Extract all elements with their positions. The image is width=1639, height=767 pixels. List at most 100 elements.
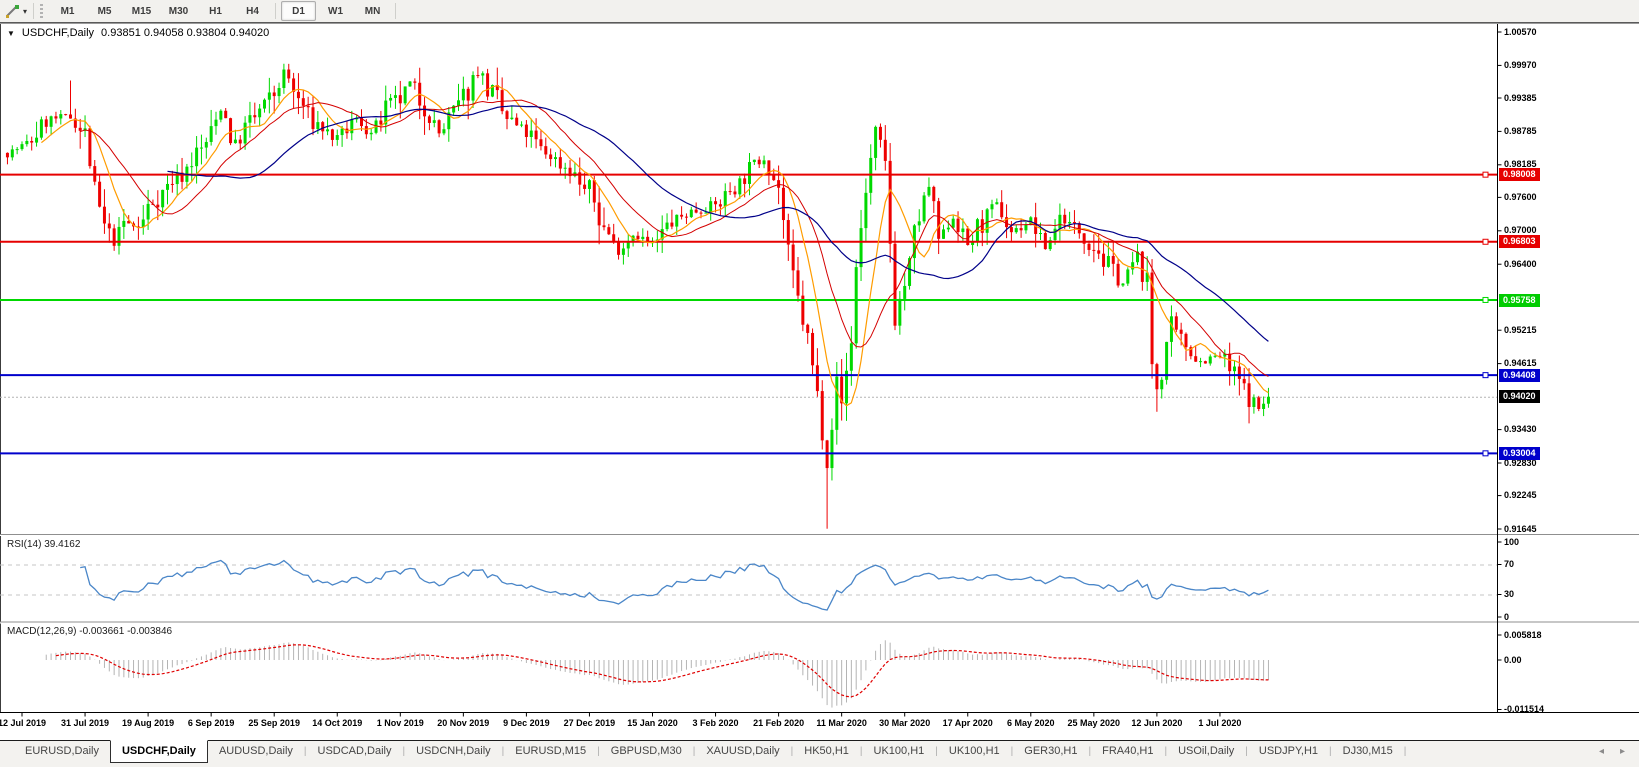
- date-axis-label: 12 Jun 2020: [1131, 718, 1183, 728]
- price-axis-tick: 0.93430: [1504, 424, 1537, 435]
- tab-separator: |: [790, 746, 794, 757]
- tab-separator: |: [1329, 746, 1332, 757]
- date-axis-label: 17 Apr 2020: [942, 718, 993, 728]
- macd-indicator-label: MACD(12,26,9) -0.003661 -0.003846: [7, 626, 173, 637]
- timeframe-button-group: M1 M5 M15 M30 H1 H4 D1 W1 MN: [49, 1, 400, 21]
- chart-tab-USOil-Daily[interactable]: USOil,Daily: [1178, 745, 1235, 757]
- chart-tab-AUDUSD-Daily[interactable]: AUDUSD,Daily: [218, 745, 293, 757]
- toolbar-grip-handle[interactable]: [40, 3, 44, 19]
- date-axis-label: 25 Sep 2019: [248, 718, 300, 728]
- hline-handle: [1482, 296, 1489, 303]
- chart-tab-USDJPY-H1[interactable]: USDJPY,H1: [1258, 745, 1319, 757]
- chart-tab-EURUSD-M15[interactable]: EURUSD,M15: [515, 745, 587, 757]
- chart-tab-FRA40-H1[interactable]: FRA40,H1: [1102, 745, 1154, 757]
- timeframe-button-M5[interactable]: M5: [97, 5, 112, 17]
- price-tag-0.95758: 0.95758: [1499, 293, 1540, 307]
- rsi-axis-tick: 100: [1504, 536, 1520, 547]
- price-axis-tick: 0.97600: [1504, 191, 1537, 202]
- chart-collapse-arrow-icon[interactable]: ▼: [7, 28, 15, 38]
- price-tag-0.94408: 0.94408: [1499, 368, 1540, 382]
- drawing-tools-dropdown-icon[interactable]: ▾: [23, 6, 28, 16]
- hline-handle: [1482, 171, 1489, 178]
- rsi-pane-layer: [0, 559, 1497, 611]
- tab-separator: |: [692, 746, 696, 757]
- rsi-line: [80, 559, 1269, 611]
- chart-plot-area[interactable]: [0, 22, 1639, 740]
- timeframe-button-H4[interactable]: H4: [246, 5, 259, 17]
- date-axis-label: 6 Sep 2019: [187, 718, 235, 728]
- chart-tab-USDCNH-Daily[interactable]: USDCNH,Daily: [416, 745, 491, 757]
- tab-separator: |: [1245, 746, 1248, 757]
- tab-scroll-right-icon[interactable]: ▸: [1619, 746, 1625, 757]
- macd-axis-tick: -0.011514: [1504, 704, 1545, 714]
- tab-scroll-arrows: ◂ ▸: [1599, 741, 1625, 762]
- rsi-axis-tick: 70: [1504, 559, 1515, 569]
- price-axis-tick: 0.94615: [1504, 358, 1537, 369]
- chart-tab-USDCAD-Daily[interactable]: USDCAD,Daily: [317, 745, 392, 757]
- tab-separator: |: [859, 746, 863, 757]
- tab-separator: |: [1010, 746, 1014, 757]
- date-axis-label: 25 May 2020: [1067, 718, 1121, 728]
- chart-tab-HK50-H1[interactable]: HK50,H1: [804, 745, 849, 757]
- rsi-indicator-label: RSI(14) 39.4162: [7, 539, 81, 550]
- toolbar-separator: [33, 3, 35, 19]
- date-axis-label: 21 Feb 2020: [753, 718, 805, 728]
- chart-ohlc-values: 0.93851 0.94058 0.93804 0.94020: [101, 27, 270, 39]
- pencil-icon: [6, 5, 19, 18]
- chart-tab-UK100-H1[interactable]: UK100,H1: [948, 745, 1000, 757]
- hline-handle: [1482, 450, 1489, 457]
- candles-layer: [5, 63, 1270, 529]
- date-axis-label: 30 Mar 2020: [879, 718, 931, 728]
- date-axis-label: 1 Nov 2019: [376, 718, 424, 728]
- chart-tab-DJ30-M15[interactable]: DJ30,M15: [1342, 745, 1393, 757]
- chart-tab-UK100-H1[interactable]: UK100,H1: [873, 745, 925, 757]
- date-axis-label: 6 May 2020: [1007, 718, 1055, 728]
- timeframe-button-D1[interactable]: D1: [281, 1, 317, 21]
- moving-average-line: [41, 84, 1269, 407]
- price-axis-tick: 1.00570: [1504, 26, 1537, 37]
- tab-separator: |: [1088, 746, 1092, 757]
- tab-separator: |: [501, 746, 505, 757]
- date-axis-label: 12 Jul 2019: [0, 718, 47, 728]
- tab-separator: |: [1164, 746, 1168, 757]
- date-axis-label: 3 Feb 2020: [692, 718, 739, 728]
- chart-tab-XAUUSD-Daily[interactable]: XAUUSD,Daily: [706, 745, 780, 757]
- date-axis-label: 11 Mar 2020: [816, 718, 867, 728]
- chart-tab-GBPUSD-M30[interactable]: GBPUSD,M30: [610, 745, 682, 757]
- price-axis-tick: 0.96400: [1504, 258, 1537, 269]
- timeframe-button-M30[interactable]: M30: [168, 5, 189, 17]
- date-axis-label: 15 Jan 2020: [627, 718, 678, 728]
- tab-separator: |: [402, 746, 406, 757]
- date-axis-label: 1 Jul 2020: [1198, 718, 1242, 728]
- main-pane-layer: [0, 63, 1497, 529]
- date-axis-label: 31 Jul 2019: [60, 718, 110, 728]
- price-tag-0.98008: 0.98008: [1499, 168, 1540, 182]
- macd-axis-tick: 0.00: [1504, 654, 1522, 665]
- chart-window: ▼ USDCHF,Daily 0.93851 0.94058 0.93804 0…: [0, 22, 1639, 740]
- drawing-tools-icon[interactable]: [4, 3, 22, 19]
- price-tag-0.96803: 0.96803: [1499, 235, 1540, 249]
- timeframe-button-M1[interactable]: M1: [60, 5, 75, 17]
- chart-tab-EURUSD-Daily[interactable]: EURUSD,Daily: [25, 745, 99, 757]
- moving-average-line: [167, 105, 1269, 342]
- chart-title: ▼ USDCHF,Daily 0.93851 0.94058 0.93804 0…: [7, 27, 269, 39]
- chart-tab-GER30-H1[interactable]: GER30,H1: [1024, 745, 1078, 757]
- price-axis-tick: 0.92245: [1504, 490, 1537, 501]
- tab-scroll-left-icon[interactable]: ◂: [1598, 746, 1604, 757]
- date-axis-label: 27 Dec 2019: [563, 718, 616, 728]
- timeframe-button-W1[interactable]: W1: [328, 5, 344, 17]
- hline-handle: [1482, 238, 1489, 245]
- price-axis-tick: 0.99385: [1504, 92, 1537, 103]
- timeframe-button-H1[interactable]: H1: [209, 5, 222, 17]
- price-axis-tick: 0.98185: [1504, 159, 1537, 170]
- macd-axis-tick: 0.005818: [1504, 629, 1542, 640]
- rsi-axis-tick: 0: [1504, 611, 1510, 622]
- toolbar-separator: [395, 3, 397, 19]
- chart-tab-USDCHF-Daily[interactable]: USDCHF,Daily: [109, 740, 208, 763]
- price-tag-0.93004: 0.93004: [1499, 446, 1540, 460]
- tab-separator: |: [935, 746, 938, 757]
- price-axis-tick: 0.99970: [1504, 59, 1537, 70]
- price-axis-tick: 0.95215: [1504, 324, 1537, 335]
- timeframe-button-M15[interactable]: M15: [131, 5, 152, 17]
- timeframe-button-MN[interactable]: MN: [364, 5, 381, 17]
